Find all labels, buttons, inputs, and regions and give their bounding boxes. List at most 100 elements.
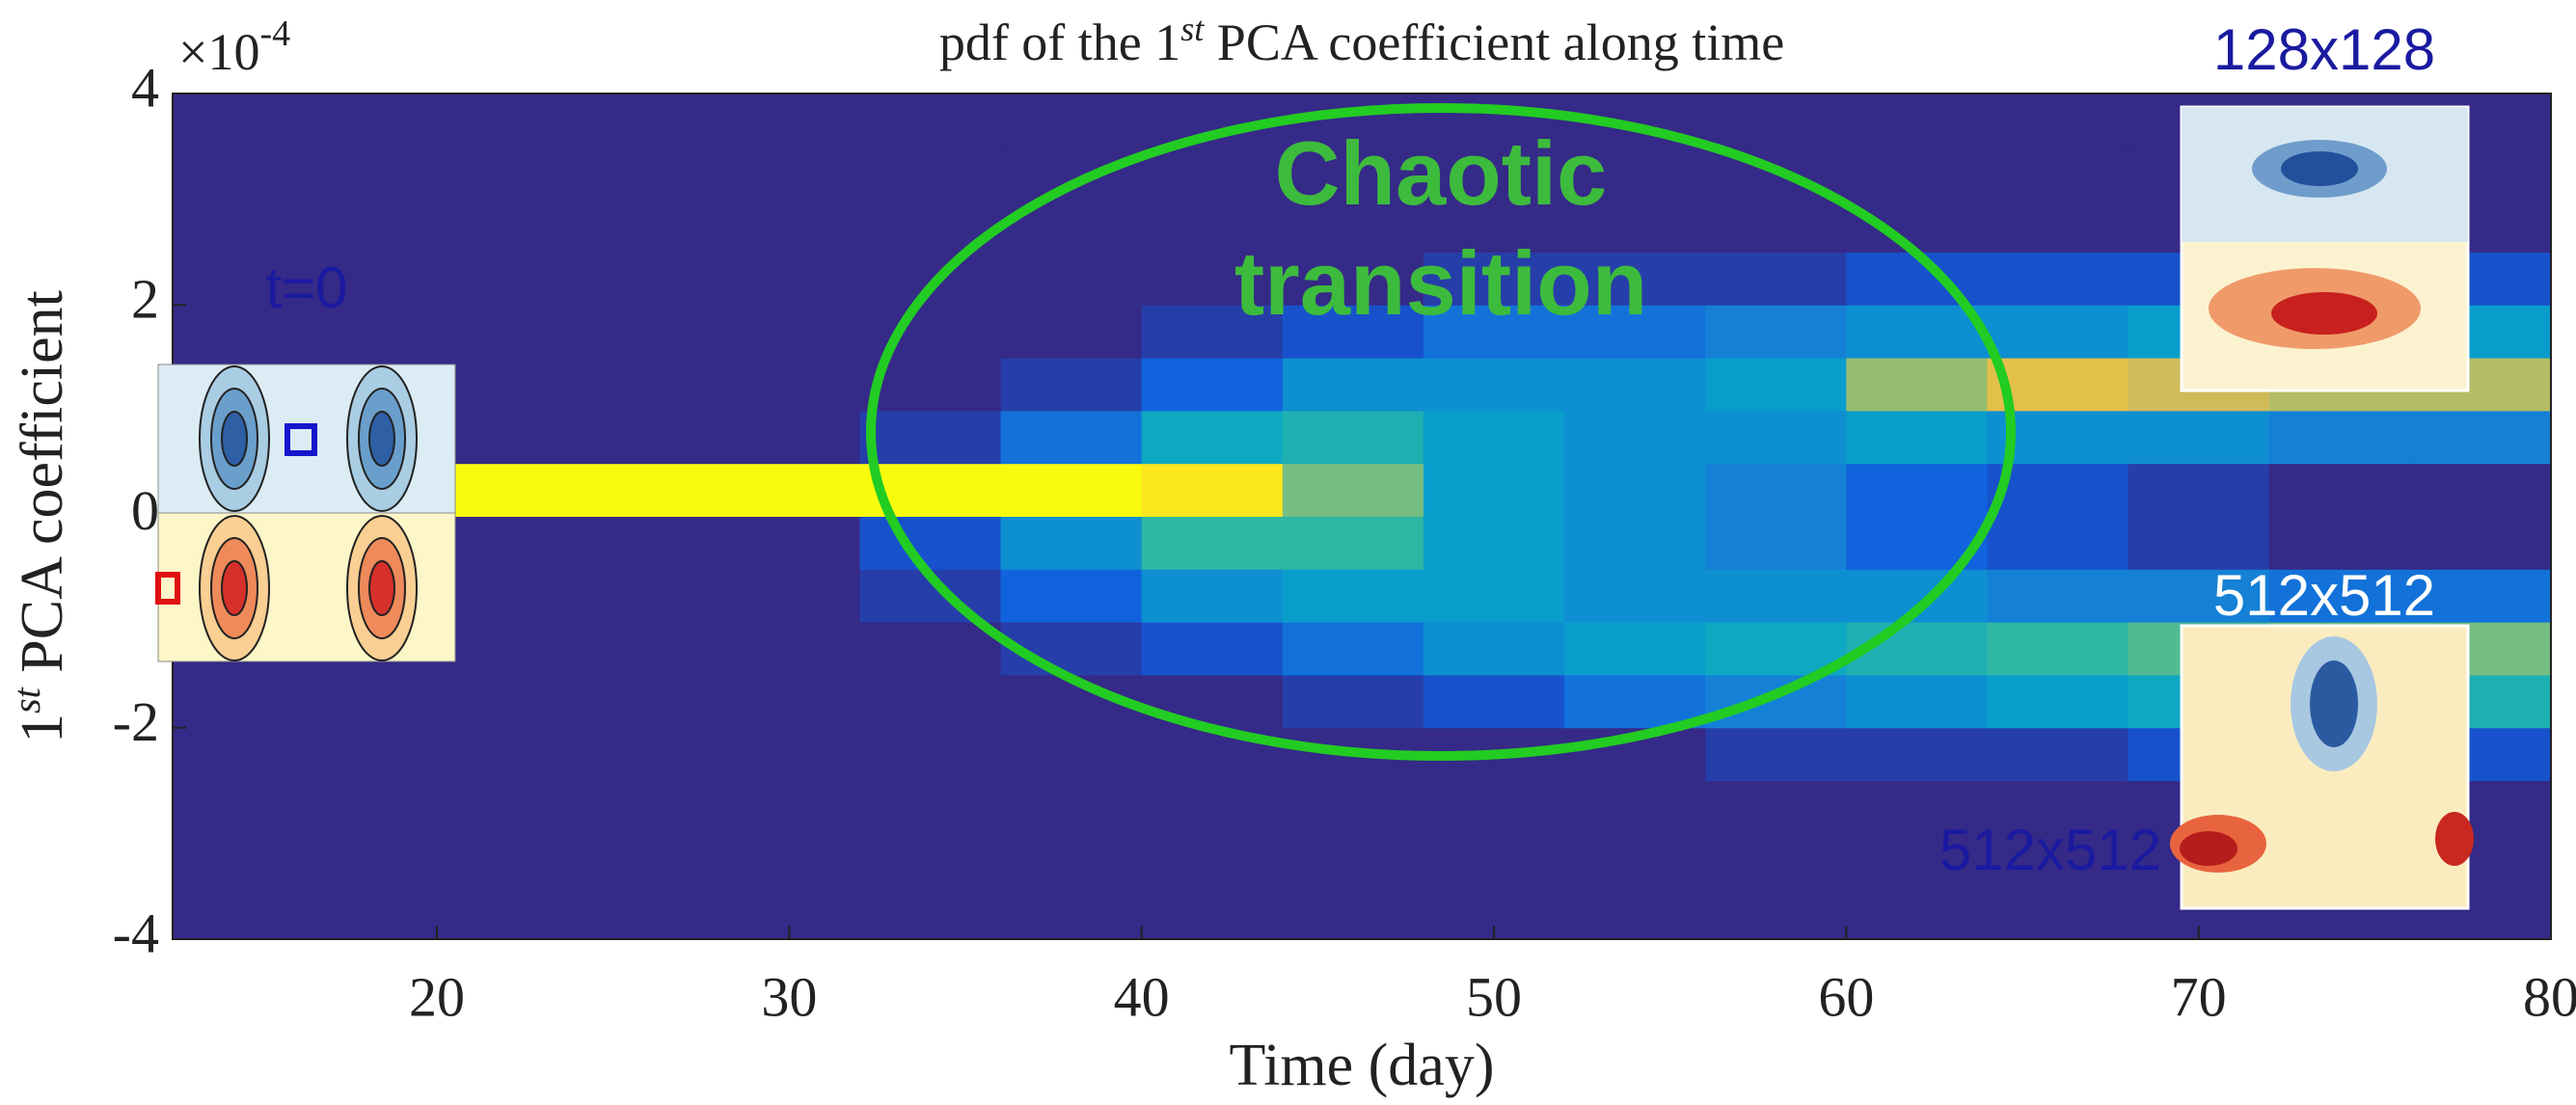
y-axis-label: 1st PCA coefficient: [5, 290, 75, 743]
heat-cell: [578, 410, 719, 465]
y-tick-label: -2: [113, 690, 159, 753]
heat-cell: [859, 622, 1002, 676]
heat-cell: [1564, 358, 1706, 412]
heat-cell: [173, 674, 297, 729]
heat-cell: [1705, 252, 1847, 306]
heat-cell: [437, 516, 579, 570]
title-part: pdf of the 1: [939, 13, 1180, 71]
heat-cell: [1423, 305, 1565, 359]
y-tick-label: 0: [131, 479, 159, 542]
heat-cell: [1705, 94, 1847, 148]
heat-cell: [719, 252, 860, 306]
heat-cell: [1282, 305, 1424, 359]
heat-cell: [1846, 146, 1988, 201]
heat-cell: [578, 252, 719, 306]
heat-cell: [1000, 833, 1143, 887]
heat-cell: [1987, 94, 2129, 148]
heat-cell: [1846, 410, 1988, 465]
heat-cell: [2128, 516, 2270, 570]
heat-cell: [2268, 463, 2411, 517]
heat-cell: [719, 410, 860, 465]
heat-cell: [578, 622, 719, 676]
heat-cell: [1141, 569, 1284, 623]
x-tick-label: 80: [2523, 965, 2576, 1028]
heat-cell: [1987, 727, 2129, 782]
y-tick-label: -4: [113, 902, 159, 964]
heat-cell: [295, 833, 438, 887]
heat-cell: [1141, 833, 1284, 887]
heat-cell: [1141, 622, 1284, 676]
heat-cell: [1282, 569, 1424, 623]
heat-cell: [1141, 199, 1284, 253]
heat-cell: [859, 252, 1002, 306]
heat-cell: [1987, 780, 2129, 834]
heat-cell: [1846, 305, 1988, 359]
heat-cell: [1705, 674, 1847, 729]
probe-red: [155, 572, 180, 605]
heat-cell: [578, 463, 719, 517]
heat-cell: [1423, 146, 1565, 201]
heat-cell: [1141, 516, 1284, 570]
heat-cell: [859, 833, 1002, 887]
heat-cell: [1000, 886, 1143, 940]
y-label-part: st: [5, 687, 48, 714]
heat-cell: [1000, 780, 1143, 834]
heat-cell: [1564, 780, 1706, 834]
heat-cell: [719, 516, 860, 570]
heat-cell: [437, 252, 579, 306]
y-label-part: PCA coefficient: [10, 290, 75, 687]
heat-cell: [1987, 674, 2129, 729]
heat-cell: [1564, 516, 1706, 570]
heat-cell: [1141, 463, 1284, 517]
heat-cell: [1282, 410, 1424, 465]
heat-cell: [719, 358, 860, 412]
heat-cell: [173, 94, 297, 148]
heat-cell: [1282, 833, 1424, 887]
heat-cell: [1846, 886, 1988, 940]
heat-cell: [1282, 199, 1424, 253]
heat-cell: [1141, 886, 1284, 940]
inset-512: [2170, 624, 2474, 910]
heat-cell: [437, 305, 579, 359]
heat-cell: [719, 94, 860, 148]
heat-cell: [2409, 516, 2552, 570]
heat-cell: [859, 516, 1002, 570]
heat-cell: [1705, 358, 1847, 412]
heat-cell: [719, 674, 860, 729]
heat-cell: [1846, 780, 1988, 834]
multiplier-exponent: -4: [259, 13, 290, 54]
heat-cell: [1987, 569, 2129, 623]
heat-cell: [295, 146, 438, 201]
heat-cell: [1000, 463, 1143, 517]
heat-cell: [859, 886, 1002, 940]
heat-cell: [437, 94, 579, 148]
heat-cell: [1564, 146, 1706, 201]
heat-cell: [437, 622, 579, 676]
heat-cell: [1423, 622, 1565, 676]
heat-cell: [2128, 569, 2270, 623]
heat-cell: [1705, 622, 1847, 676]
heat-cell: [437, 674, 579, 729]
heat-cell: [578, 727, 719, 782]
heat-cell: [719, 622, 860, 676]
heat-cell: [1423, 252, 1565, 306]
chart-title: pdf of the 1st PCA coefficient along tim…: [939, 10, 1784, 71]
heat-cell: [1846, 94, 1988, 148]
heat-cell: [1423, 358, 1565, 412]
x-axis-label: Time (day): [1230, 1033, 1495, 1098]
heat-cell: [1705, 199, 1847, 253]
heat-cell: [2409, 410, 2552, 465]
heat-cell: [578, 833, 719, 887]
heat-cell: [1423, 674, 1565, 729]
heat-cell: [719, 727, 860, 782]
heat-cell: [1141, 146, 1284, 201]
probe-blue: [285, 423, 317, 456]
heat-cell: [1705, 463, 1847, 517]
heat-cell: [1423, 569, 1565, 623]
heat-cell: [1846, 358, 1988, 412]
heat-cell: [1000, 569, 1143, 623]
heat-cell: [719, 199, 860, 253]
y-tick-label: 4: [131, 56, 159, 119]
heat-cell: [1000, 305, 1143, 359]
inset-t0: [155, 364, 456, 662]
